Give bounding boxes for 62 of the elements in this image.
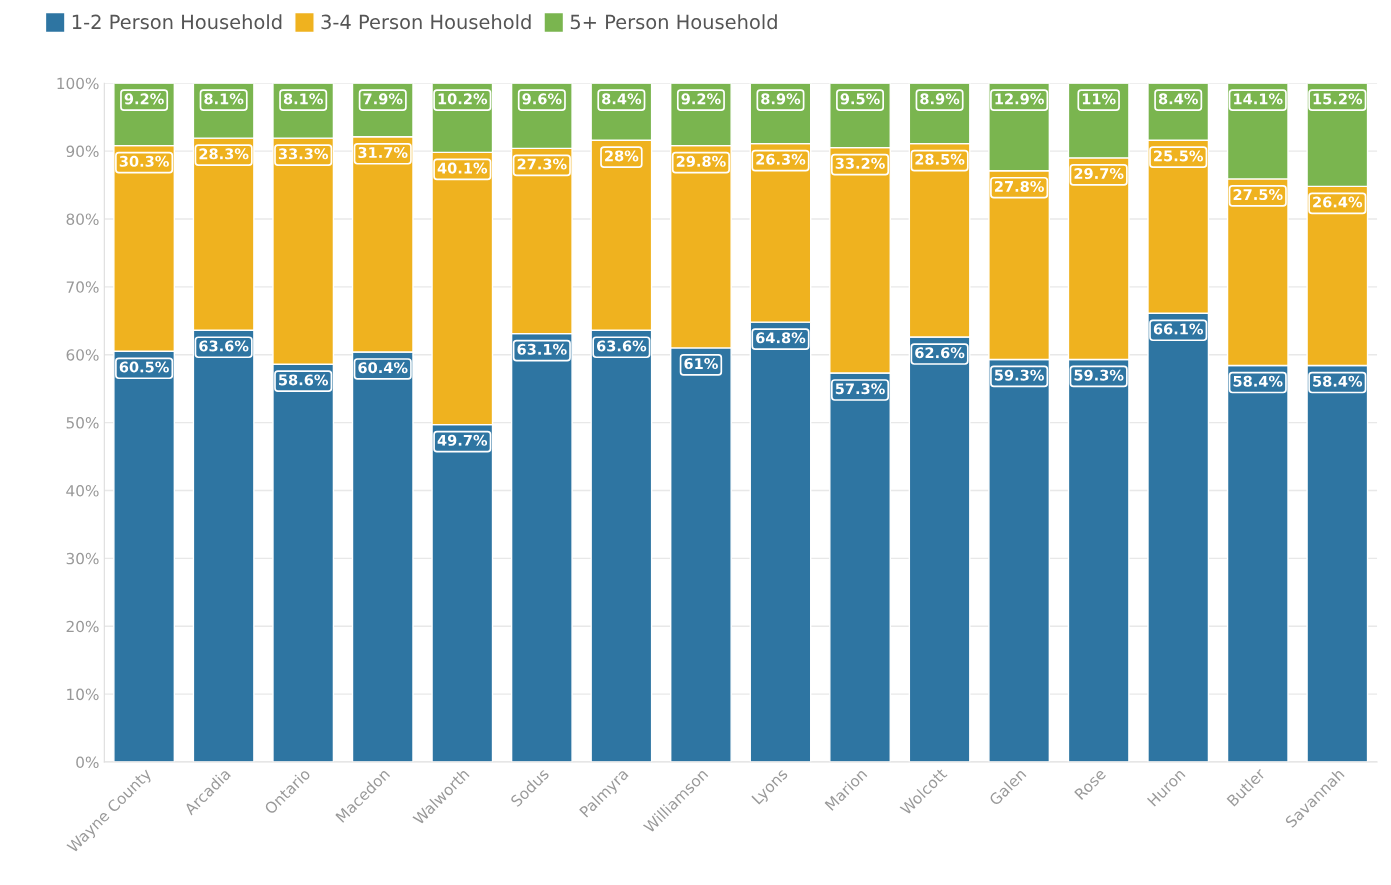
data-label: 8.9% [761,93,801,105]
legend-label: 5+ Person Household [570,14,777,30]
data-label: 15.2% [1313,93,1363,105]
y-tick-label: 30% [66,552,99,565]
data-label: 59.3% [1074,369,1124,381]
data-label: 29.7% [1074,168,1124,180]
data-label: 63.1% [517,343,567,355]
data-label: 31.7% [358,146,408,159]
data-label: 26.4% [1313,196,1363,208]
y-tick-label: 50% [66,417,99,429]
data-label: 63.6% [596,340,647,352]
data-label: 27.5% [1233,189,1283,201]
data-label: 27.3% [517,158,567,170]
data-label: 40.1% [437,162,488,174]
y-tick-label: 0% [76,756,99,769]
data-label: 28% [605,150,639,162]
data-label: 9.5% [840,93,880,105]
data-label: 8.4% [602,93,642,105]
data-label: 9.2% [124,93,164,105]
y-tick-label: 70% [66,281,99,293]
data-label: 33.3% [278,148,329,160]
data-label: 66.1% [1153,323,1204,335]
data-label: 10.2% [438,93,488,105]
y-tick-label: 90% [66,145,99,158]
y-tick-label: 80% [66,213,99,225]
data-label: 11% [1082,93,1116,105]
data-label: 8.1% [283,93,323,105]
data-label: 64.8% [756,332,806,344]
data-label: 30.3% [119,155,169,167]
data-label: 28.3% [199,148,249,160]
data-label: 9.6% [522,93,562,105]
data-label: 12.9% [995,93,1044,105]
data-label: 60.5% [119,361,169,373]
data-label: 27.8% [994,180,1044,192]
data-label: 61% [684,358,718,370]
data-label: 29.8% [676,155,726,167]
data-label: 63.6% [199,340,249,352]
data-label: 57.3% [835,383,885,395]
data-label: 58.4% [1313,375,1363,387]
y-tick-label: 100% [57,77,99,90]
data-label: 60.4% [358,362,408,374]
y-tick-label: 40% [66,484,99,497]
data-label: 62.6% [915,347,965,359]
y-tick-label: 20% [66,620,99,633]
data-label: 49.7% [437,434,488,446]
y-tick-label: 60% [66,349,99,361]
legend-label: 3-4 Person Household [321,14,531,30]
data-label: 9.2% [681,93,721,105]
y-tick-label: 10% [67,688,99,701]
data-label: 8.9% [920,93,960,105]
data-label: 8.1% [204,93,244,105]
data-label: 25.5% [1154,150,1204,162]
data-label: 58.4% [1233,375,1283,387]
data-label: 14.1% [1234,93,1283,105]
data-label: 59.3% [994,369,1044,381]
data-label: 58.6% [279,374,329,386]
data-label: 26.3% [756,153,806,165]
data-label: 8.4% [1158,93,1198,105]
data-label: 28.5% [915,153,965,165]
legend-label: 1-2 Person Household [72,14,282,30]
data-label: 7.9% [363,93,403,105]
data-label: 33.2% [835,157,885,169]
